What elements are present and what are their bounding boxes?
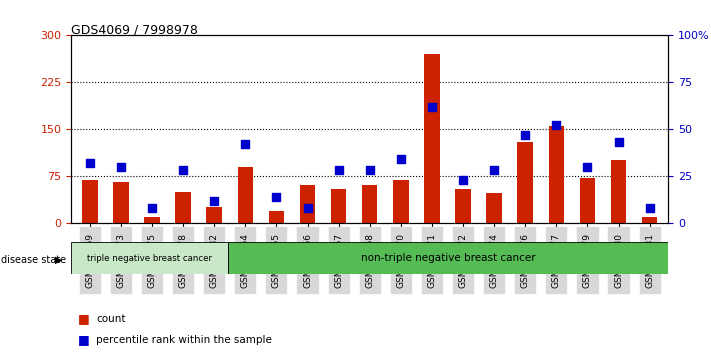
- Point: [644, 205, 656, 211]
- Bar: [579, 178, 595, 223]
- Bar: [455, 189, 471, 223]
- Text: disease state: disease state: [1, 255, 67, 265]
- Text: triple negative breast cancer: triple negative breast cancer: [87, 254, 212, 263]
- Bar: [518, 142, 533, 223]
- Bar: [228, 242, 668, 274]
- Bar: [113, 182, 129, 223]
- Bar: [176, 192, 191, 223]
- Point: [208, 198, 220, 203]
- Point: [488, 168, 500, 173]
- Bar: [71, 242, 228, 274]
- Bar: [144, 217, 160, 223]
- Point: [240, 141, 251, 147]
- Bar: [549, 126, 564, 223]
- Text: percentile rank within the sample: percentile rank within the sample: [96, 335, 272, 345]
- Bar: [237, 167, 253, 223]
- Point: [457, 177, 469, 183]
- Text: count: count: [96, 314, 125, 324]
- Point: [364, 168, 375, 173]
- Bar: [424, 54, 439, 223]
- Point: [271, 194, 282, 200]
- Point: [115, 164, 127, 170]
- Bar: [82, 181, 97, 223]
- Point: [178, 168, 189, 173]
- Bar: [611, 160, 626, 223]
- Text: ▶: ▶: [55, 255, 63, 265]
- Text: ■: ■: [78, 312, 90, 325]
- Bar: [269, 211, 284, 223]
- Point: [333, 168, 344, 173]
- Point: [582, 164, 593, 170]
- Bar: [486, 193, 502, 223]
- Bar: [362, 185, 378, 223]
- Text: ■: ■: [78, 333, 90, 346]
- Point: [395, 156, 407, 162]
- Bar: [206, 207, 222, 223]
- Point: [520, 132, 531, 138]
- Point: [84, 160, 95, 166]
- Bar: [300, 185, 315, 223]
- Bar: [393, 181, 409, 223]
- Bar: [642, 217, 658, 223]
- Point: [550, 122, 562, 128]
- Point: [613, 139, 624, 145]
- Point: [146, 205, 158, 211]
- Point: [301, 205, 313, 211]
- Text: GDS4069 / 7998978: GDS4069 / 7998978: [71, 23, 198, 36]
- Text: non-triple negative breast cancer: non-triple negative breast cancer: [361, 253, 535, 263]
- Bar: [331, 189, 346, 223]
- Point: [426, 104, 437, 109]
